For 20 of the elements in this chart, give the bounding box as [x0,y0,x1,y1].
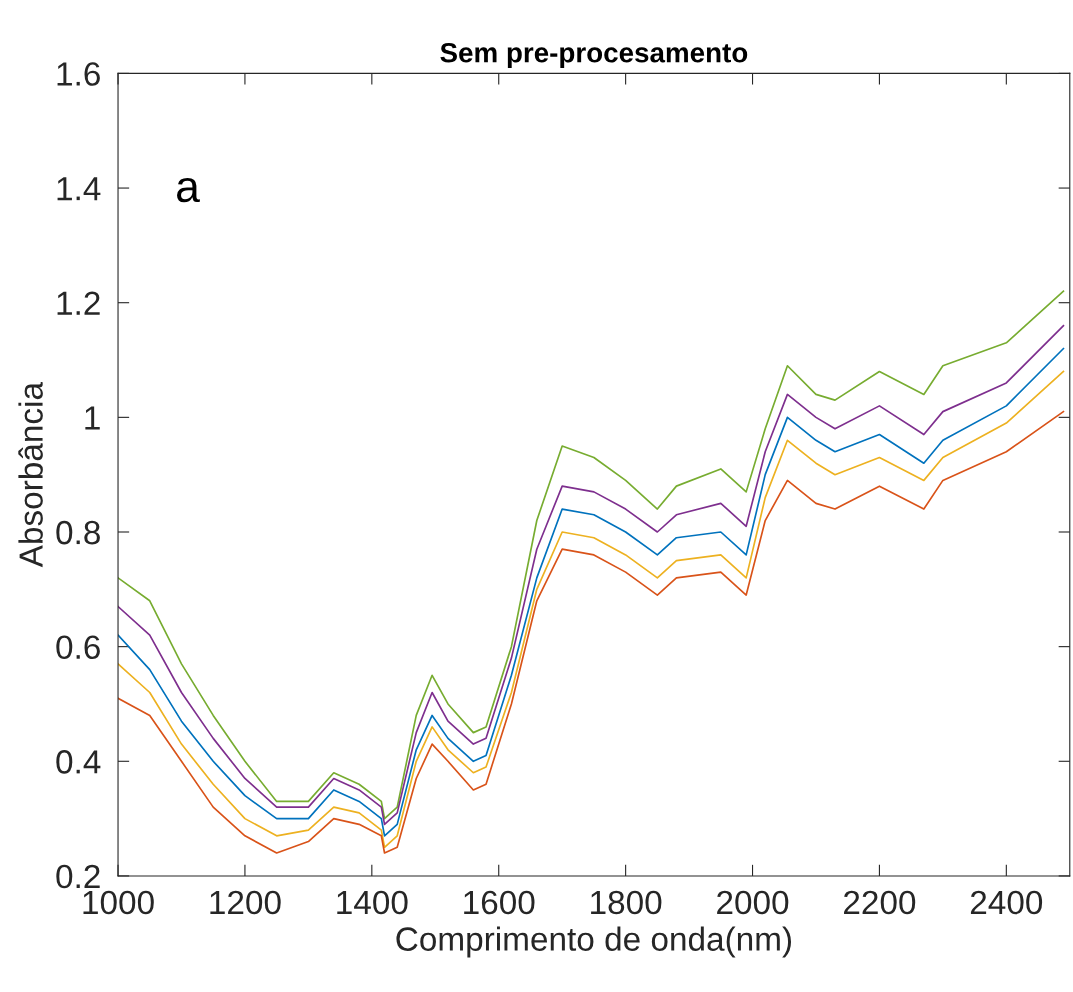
y-tick-label: 0.4 [56,750,101,774]
y-tick-label: 0.8 [56,520,100,545]
y-tick-label: 0.2 [56,864,100,889]
y-tick-label: 1.6 [57,62,100,86]
x-tick-label: 1000 [83,890,154,915]
x-tick-label: 2400 [970,890,1043,915]
x-tick-label: 1800 [591,890,662,915]
y-tick-label: 1.4 [57,177,101,201]
x-tick-label: 2200 [844,890,916,915]
x-tick-label: 2000 [717,890,789,915]
y-tick-label: 1.2 [57,291,100,315]
y-axis-title: Absorbância [18,382,43,568]
chart-title: Sem pre-procesamento [440,42,748,69]
annotation: a [177,177,200,203]
x-tick-label: 1400 [337,890,408,915]
y-tick-label: 0.6 [56,635,100,660]
y-tick-label: 1 [85,406,100,430]
x-tick-label: 1200 [210,890,281,915]
x-axis-title: Comprimento de onda(nm) [396,926,792,958]
x-tick-label: 1600 [464,890,535,915]
